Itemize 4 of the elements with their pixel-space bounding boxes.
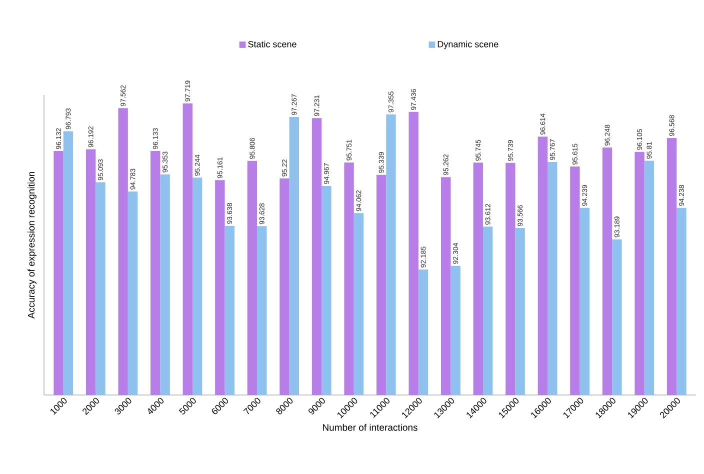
legend-label: Dynamic scene (438, 40, 498, 50)
x-axis-title: Number of interactions (323, 424, 418, 431)
legend-label: Static scene (248, 40, 296, 48)
y-axis-title: Accuracy of expression recognition (28, 172, 36, 319)
